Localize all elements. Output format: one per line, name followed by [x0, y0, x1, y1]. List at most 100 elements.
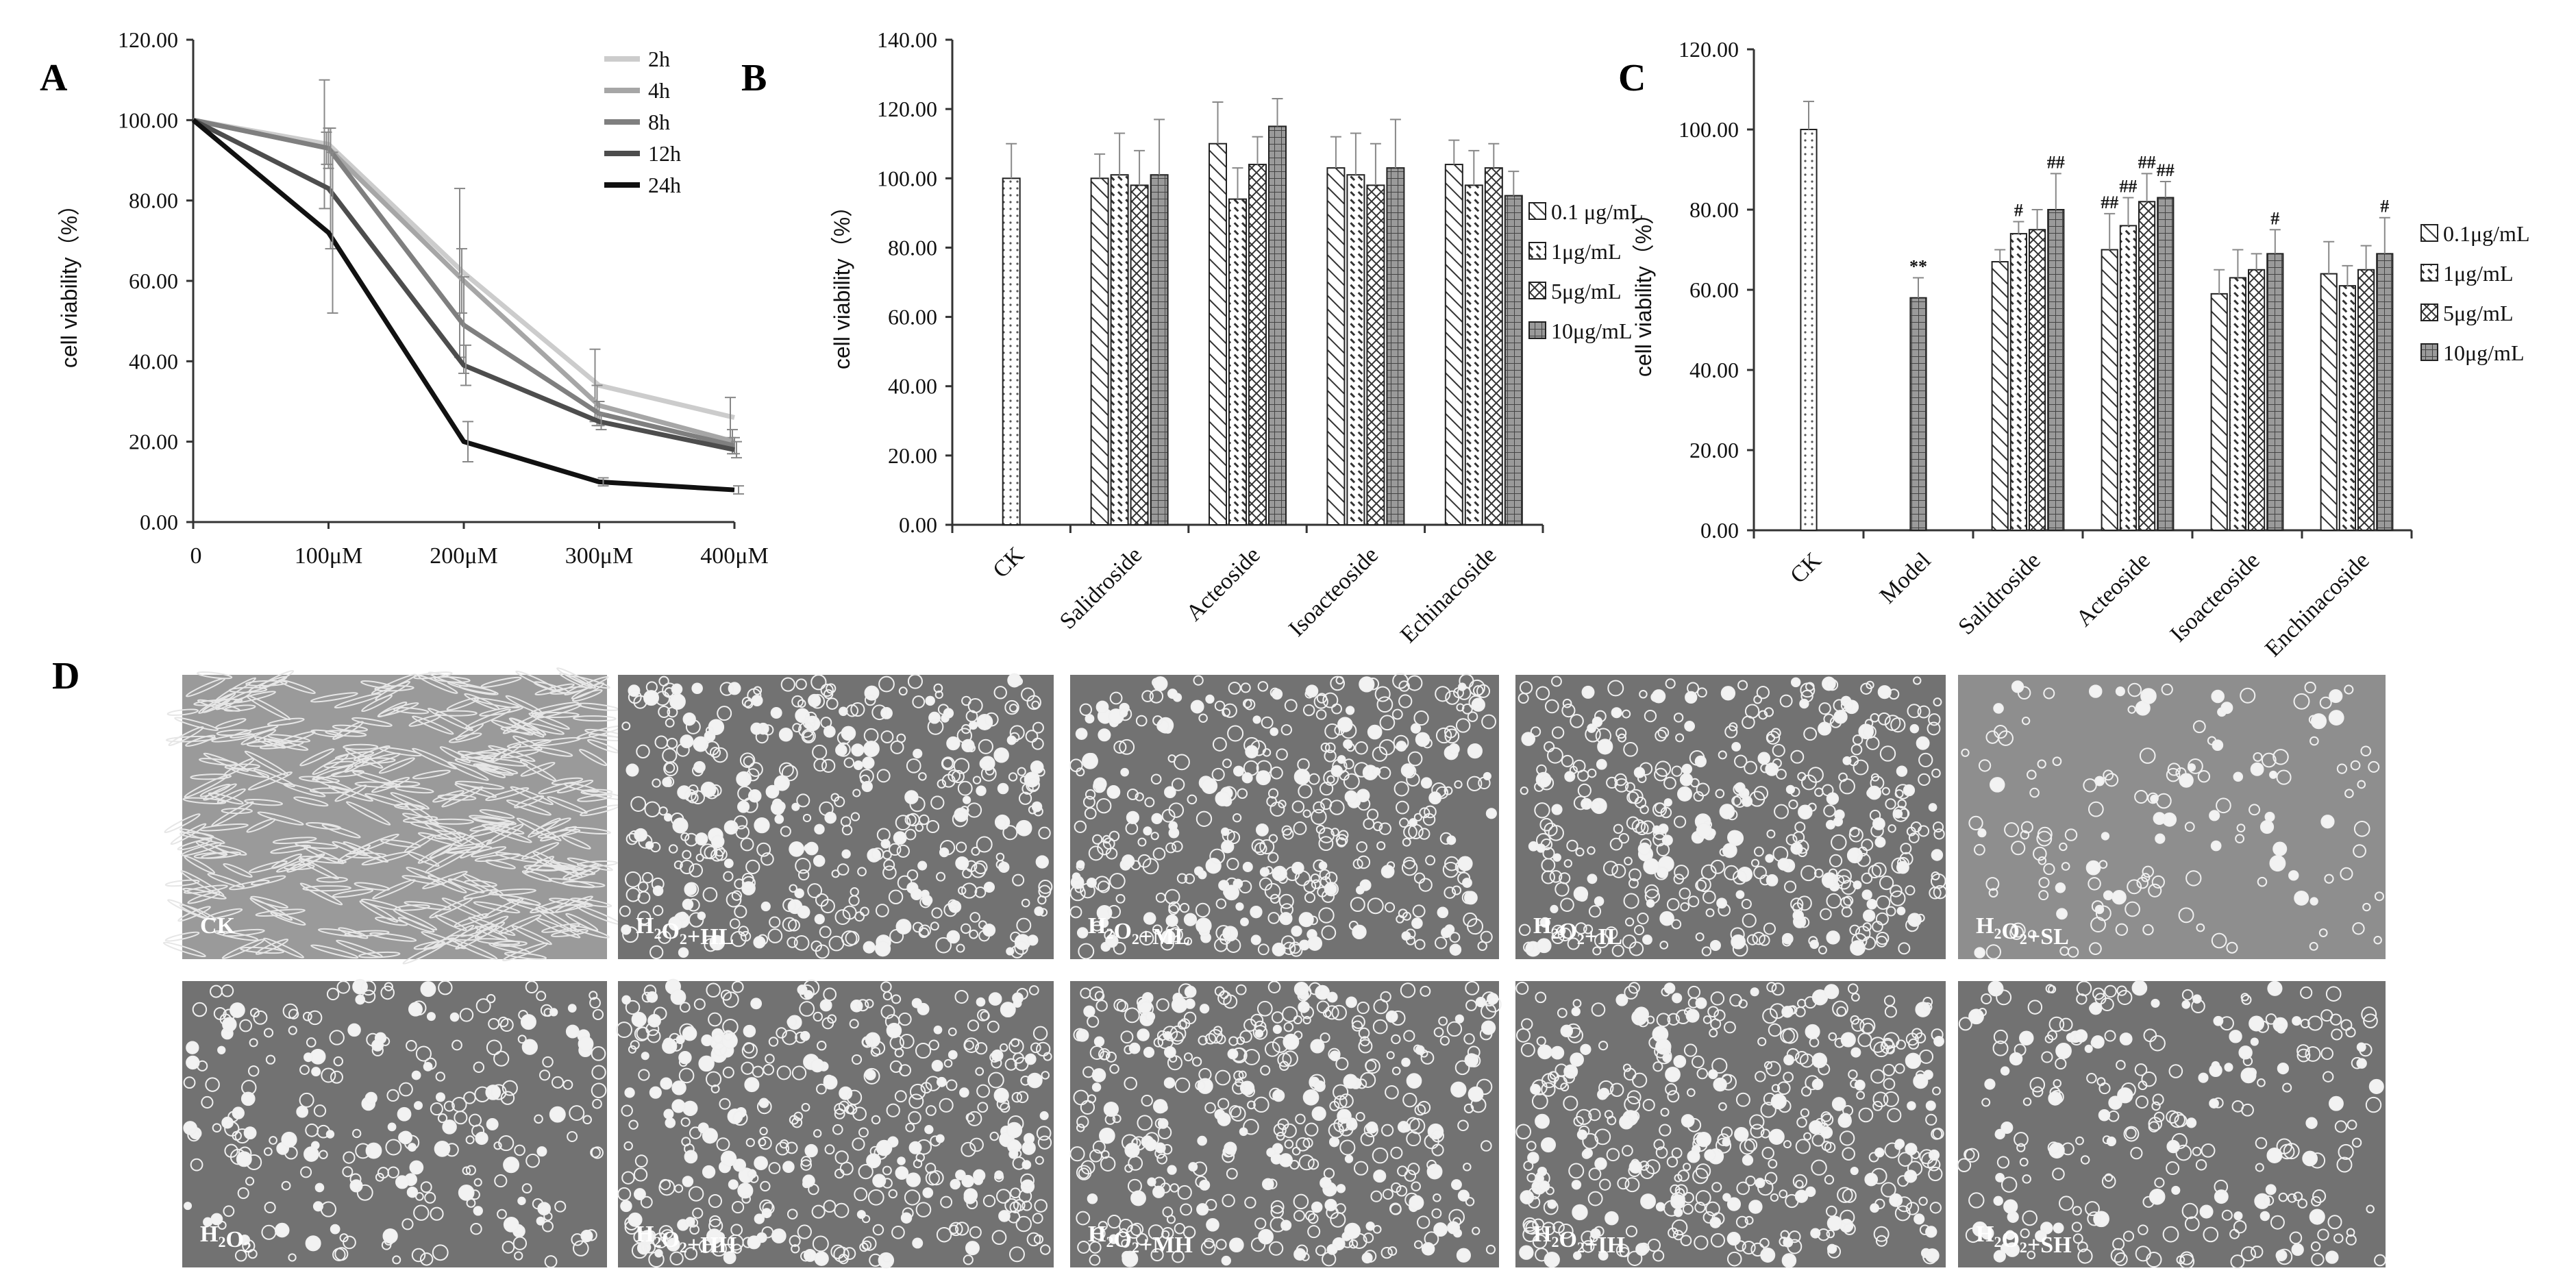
micrograph-bottom-1: H2O2: [182, 978, 607, 1268]
chart-a-series-line-12h: [192, 118, 735, 452]
chart-c-y-tick-label: 120.00: [1679, 37, 1739, 62]
chart-c-y-tick-label: 100.00: [1679, 117, 1739, 142]
chart-b-bar: 0.00 20.00 40.00 60.00 80.00 100.00 120.00 140.…: [830, 27, 1643, 648]
micrograph-bottom-5: H2O2+SH: [1957, 980, 2386, 1270]
chart-c-significance-label: ##: [2119, 176, 2137, 196]
chart-c-bar: [2210, 293, 2228, 531]
chart-b-x-tick-label: Acteoside: [1181, 542, 1265, 626]
micrograph-label: H2O2+MH: [1088, 1222, 1193, 1258]
chart-c-y-tick-label: 0.00: [1700, 518, 1739, 543]
chart-c-bar: [2229, 277, 2247, 531]
chart-a-x-tick-label: 100μM: [295, 543, 362, 569]
chart-c-bar: [2047, 209, 2065, 531]
panel-letter-a: A: [40, 57, 68, 99]
chart-c-bar: [2029, 229, 2046, 531]
micrograph-top-2: H2O2+HL: [618, 673, 1054, 960]
panel-letter-d: D: [52, 655, 79, 697]
panel-letter-c: C: [1618, 57, 1646, 99]
chart-c-bar: [2157, 197, 2175, 531]
chart-a-x-tick-label: 0: [190, 543, 202, 569]
chart-c-bar: [1991, 261, 2009, 531]
micrograph-cells: [1515, 981, 1944, 1268]
chart-b-legend-label: 5μg/mL: [1551, 279, 1621, 304]
chart-c-x-tick-label: Model: [1875, 547, 1936, 608]
micrograph-bottom-2: H2O2+HH: [616, 978, 1054, 1269]
micrograph-bottom-4: H2O2+IH: [1515, 981, 1946, 1268]
chart-c-legend-label: 0.1μg/mL: [2443, 221, 2529, 246]
chart-a-x-tick-label: 300μM: [565, 543, 633, 569]
chart-b-legend-swatch: [1528, 202, 1546, 220]
micrograph-top-3: H2O2+ML: [1069, 673, 1499, 960]
chart-a-y-tick-label: 40.00: [129, 349, 178, 373]
chart-c-bar: [2266, 253, 2284, 531]
micrograph-cells: [616, 978, 1052, 1269]
chart-b-legend-swatch: [1528, 242, 1546, 260]
chart-c-y-tick-label: 20.00: [1689, 438, 1739, 462]
chart-b-x-tick-label: Echinacoside: [1396, 542, 1501, 647]
chart-b-bar: [1002, 177, 1021, 525]
chart-b-y-tick-label: 20.00: [888, 443, 937, 468]
chart-a-legend-label: 4h: [648, 78, 670, 103]
panel-letter-b: B: [741, 57, 767, 99]
chart-a-y-tick-label: 20.00: [129, 430, 178, 454]
chart-b-bar: [1386, 167, 1405, 526]
chart-b-y-tick-label: 0.00: [899, 512, 937, 537]
chart-b-legend-label: 0.1 μg/mL: [1551, 199, 1643, 224]
micrograph-label: CK: [200, 913, 236, 939]
chart-c-bar: [2009, 233, 2028, 531]
chart-b-legend-swatch: [1528, 282, 1546, 299]
chart-c-legend-label: 5μg/mL: [2443, 301, 2513, 325]
chart-a-y-axis-label: cell viability（%）: [57, 194, 82, 368]
chart-c-x-tick-label: Isoacteoside: [2166, 547, 2265, 647]
chart-c-significance-label: ##: [2047, 152, 2065, 172]
chart-b-y-tick-label: 60.00: [888, 305, 937, 330]
chart-b-bar: [1090, 177, 1109, 525]
chart-a-y-tick-label: 100.00: [118, 108, 178, 132]
chart-c-y-tick-label: 80.00: [1689, 197, 1739, 222]
micrograph-bottom-3: H2O2+MH: [1069, 980, 1502, 1267]
chart-b-bar: [1150, 174, 1169, 525]
chart-a-y-tick-label: 0.00: [140, 510, 178, 534]
chart-b-bar: [1366, 184, 1385, 525]
micrograph-label: H2O2+IL: [1533, 913, 1622, 950]
chart-c-legend-swatch: [2420, 343, 2438, 361]
chart-c-bar: [2101, 249, 2118, 531]
chart-b-y-tick-label: 40.00: [888, 374, 937, 399]
chart-c-bar: [2138, 201, 2156, 531]
micrograph-top-5: H2O2+SL: [1958, 675, 2386, 960]
chart-b-bar: [1484, 167, 1503, 526]
chart-a-line: 0.00 20.00 40.00 60.00 80.00 100.00 120.00 0 100…: [57, 27, 769, 569]
micrograph-cells: [1518, 676, 1948, 957]
chart-c-significance-label: #: [2380, 197, 2389, 216]
chart-c-significance-label: ##: [2101, 193, 2118, 212]
chart-c-bar: [2357, 269, 2375, 531]
micrograph-cells: [1957, 980, 2386, 1270]
micrograph-label: H2O2+IH: [1533, 1222, 1625, 1258]
micrograph-label: H2O2+HL: [636, 913, 734, 950]
chart-a-y-tick-label: 80.00: [129, 188, 178, 213]
chart-a-legend-label: 24h: [648, 173, 681, 197]
chart-c-significance-label: ##: [2138, 152, 2156, 172]
chart-b-bar: [1209, 143, 1228, 525]
chart-c-significance-label: #: [2014, 201, 2023, 221]
micrograph-label: H2O2+ML: [1088, 913, 1190, 950]
chart-c-bar: [2338, 285, 2357, 531]
chart-b-legend-label: 10μg/mL: [1551, 319, 1632, 343]
chart-b-legend-swatch: [1528, 321, 1546, 339]
micrograph-cells: [1961, 680, 2384, 960]
chart-b-bar: [1248, 164, 1267, 526]
chart-c-bar: [1800, 129, 1818, 531]
micrograph-label: H2O2+SL: [1976, 913, 2069, 950]
chart-a-y-tick-label: 60.00: [129, 269, 178, 293]
micrograph-cells: [162, 667, 628, 965]
micrograph-label: H2O2: [200, 1222, 251, 1256]
chart-c-legend-label: 10μg/mL: [2443, 340, 2524, 365]
chart-b-y-axis-label: cell viability（%）: [830, 195, 854, 369]
chart-b-y-tick-label: 120.00: [877, 97, 937, 121]
chart-c-bar: 0.00 20.00 40.00 60.00 80.00 100.00 120.00 cell…: [1631, 37, 2529, 662]
micrograph-grid: CK H2O2+HL H2O2+ML H2O2+IL H2O2+SL H2O2 H2O2+H…: [162, 667, 2386, 1270]
chart-a-series-line-2h: [193, 117, 735, 420]
chart-c-bar: [2248, 269, 2266, 531]
chart-b-x-tick-label: CK: [988, 542, 1029, 583]
